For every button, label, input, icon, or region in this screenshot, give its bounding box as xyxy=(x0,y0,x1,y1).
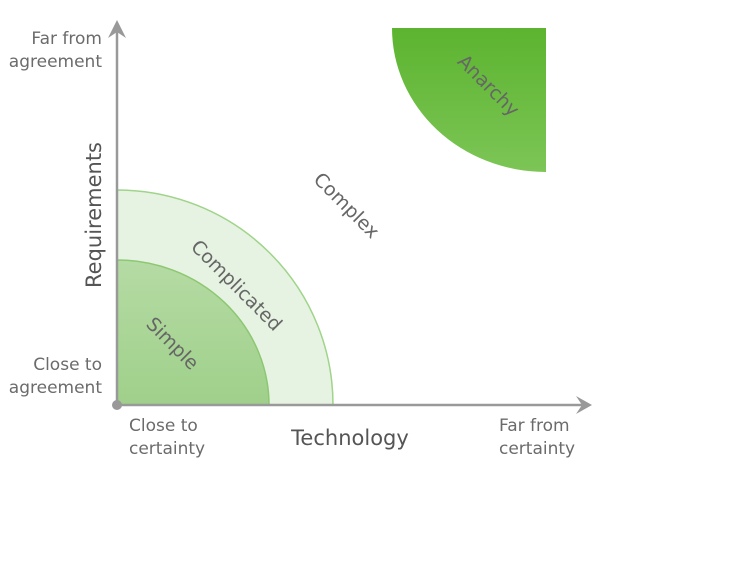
y-low-label: Close to agreement xyxy=(9,355,103,398)
simple-zone xyxy=(116,259,270,406)
label-line: agreement xyxy=(9,52,103,72)
y-arrow xyxy=(108,20,126,38)
label-line: Close to xyxy=(129,416,198,436)
region-label: Complex xyxy=(309,169,383,243)
label-line: certainty xyxy=(499,439,575,459)
y-high-label: Far from agreement xyxy=(9,29,103,72)
label-line: agreement xyxy=(9,378,103,398)
label-line: Far from xyxy=(499,416,570,436)
label-line: certainty xyxy=(129,439,205,459)
label-line: Close to xyxy=(33,355,102,375)
y-axis-title: Requirements xyxy=(82,142,106,288)
anarchy-zone xyxy=(392,28,546,172)
x-arrow xyxy=(576,396,592,414)
x-axis-title: Technology xyxy=(290,426,409,450)
x-low-label: Close to certainty xyxy=(129,416,205,459)
label-line: Far from xyxy=(31,29,102,49)
origin xyxy=(112,400,122,410)
x-high-label: Far from certainty xyxy=(499,416,575,459)
